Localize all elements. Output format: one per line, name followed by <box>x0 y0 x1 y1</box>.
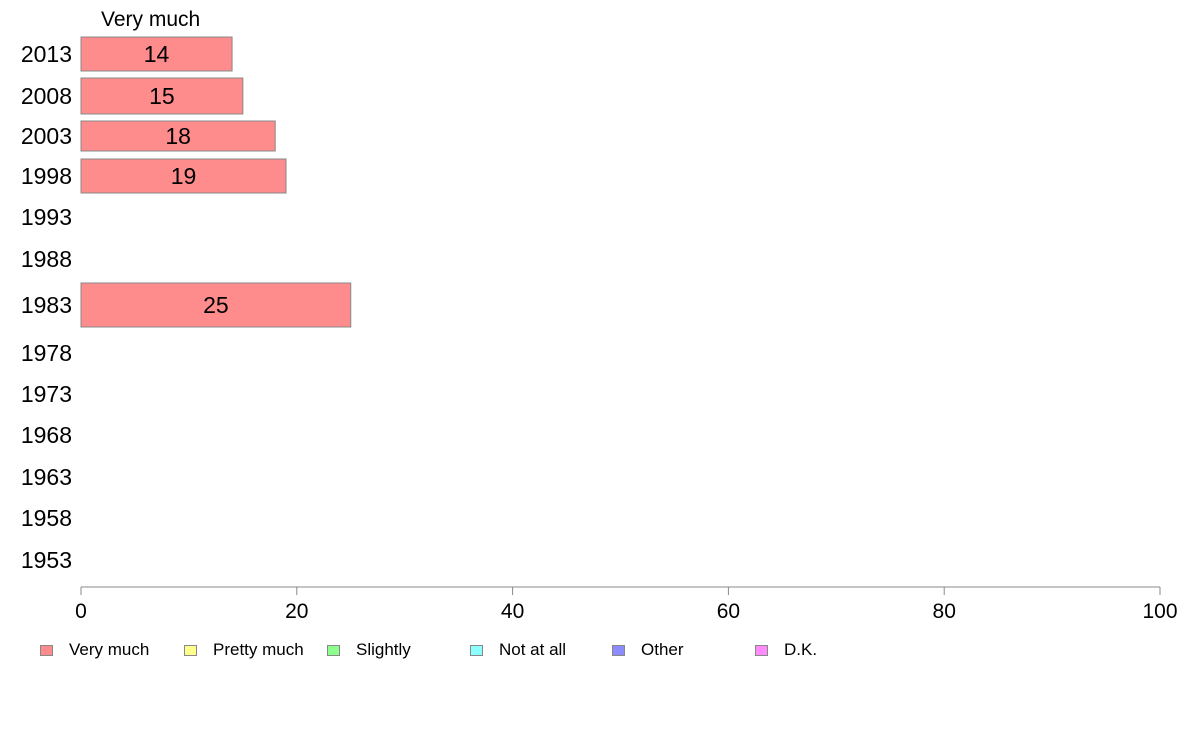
value-labels: 14 15 18 19 25 <box>144 41 229 318</box>
bar <box>80 158 287 194</box>
data-label: 18 <box>165 123 191 149</box>
legend-swatch <box>755 644 768 656</box>
legend-label: D.K. <box>784 640 818 659</box>
legend-label: Pretty much <box>213 640 304 659</box>
category-label: 2003 <box>21 123 72 149</box>
legend-label: Other <box>641 640 684 659</box>
legend-item: D.K. <box>755 638 817 662</box>
category-label: 1958 <box>21 505 72 531</box>
category-label: 2008 <box>21 83 72 109</box>
bar <box>80 77 244 115</box>
legend-swatch <box>40 644 53 656</box>
legend-swatch <box>470 644 483 656</box>
legend-item: Not at all <box>470 638 566 662</box>
category-label: 1978 <box>21 340 72 366</box>
bar <box>80 36 233 72</box>
category-label: 1998 <box>21 163 72 189</box>
bar <box>80 120 276 152</box>
legend: Very much Pretty much Slightly Not at all Ot… <box>0 638 1188 662</box>
category-label: 1963 <box>21 464 72 490</box>
legend-swatch <box>184 644 197 656</box>
category-label: 1953 <box>21 547 72 573</box>
legend-item: Slightly <box>327 638 411 662</box>
x-axis: 0 20 40 60 80 100 <box>75 586 1178 623</box>
category-label: 1993 <box>21 204 72 230</box>
legend-label: Not at all <box>499 640 567 659</box>
x-tick-label: 60 <box>717 600 740 623</box>
series-header: Very much <box>101 8 200 31</box>
data-label: 14 <box>144 41 170 67</box>
category-labels: 2013 2008 2003 1998 1993 1988 1983 1978 1973 1968… <box>21 41 72 573</box>
data-label: 19 <box>171 163 197 189</box>
category-label: 2013 <box>21 41 72 67</box>
legend-item: Other <box>612 638 684 662</box>
x-tick-label: 40 <box>501 600 524 623</box>
data-label: 15 <box>149 83 175 109</box>
legend-label: Slightly <box>356 640 411 659</box>
category-label: 1973 <box>21 381 72 407</box>
category-label: 1983 <box>21 292 72 318</box>
x-tick-label: 80 <box>933 600 956 623</box>
x-tick-label: 20 <box>285 600 308 623</box>
legend-swatch <box>327 644 340 656</box>
legend-label: Very much <box>69 640 150 659</box>
legend-swatch <box>612 644 625 656</box>
bar <box>80 282 352 328</box>
category-label: 1968 <box>21 422 72 448</box>
bars <box>80 36 352 328</box>
legend-item: Pretty much <box>184 638 304 662</box>
x-tick-label: 0 <box>75 600 87 623</box>
x-tick-label: 100 <box>1142 600 1177 623</box>
legend-item: Very much <box>40 638 149 662</box>
data-label: 25 <box>203 292 229 318</box>
category-label: 1988 <box>21 246 72 272</box>
